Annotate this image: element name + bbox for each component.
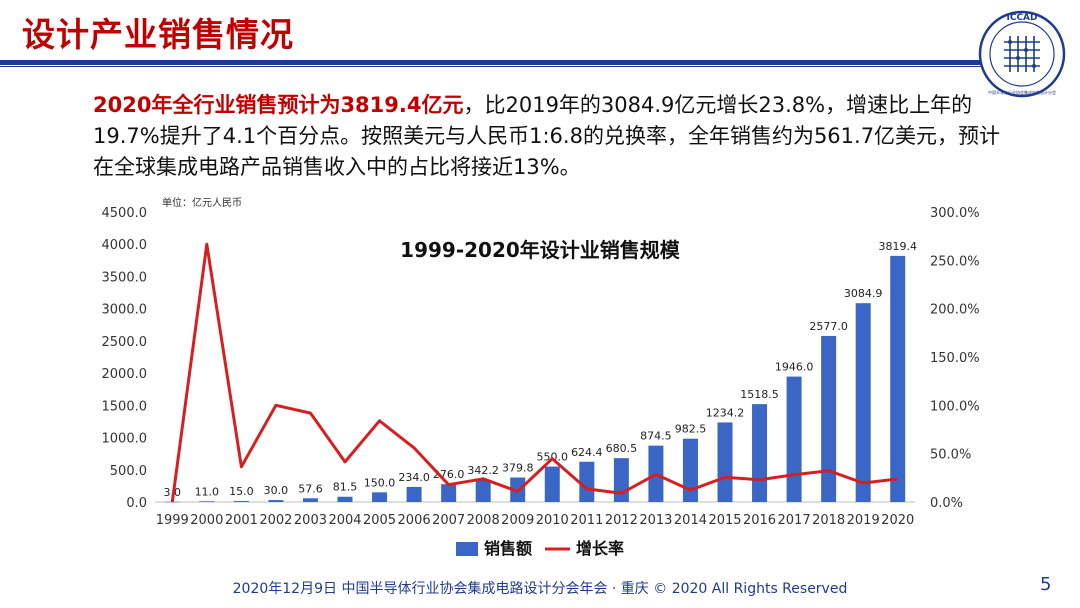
footer-text: 2020年12月9日 中国半导体行业协会集成电路设计分会年会 · 重庆 © 20… — [232, 581, 848, 597]
bar — [302, 498, 318, 502]
x-tick-label: 2017 — [778, 513, 811, 528]
logo-subtext: 中国半导体行业协会集成电路设计分会 — [988, 89, 1056, 95]
page-title: 设计产业销售情况 — [22, 15, 294, 54]
legend-line-label: 增长率 — [576, 539, 624, 558]
y-left-tick-label: 3000.0 — [102, 303, 148, 318]
y-right-tick-label: 250.0% — [930, 254, 980, 269]
bar — [717, 422, 733, 502]
bar — [855, 303, 871, 502]
bar-data-label: 150.0 — [364, 476, 396, 489]
bar-data-label: 1234.2 — [706, 406, 745, 419]
bar — [406, 486, 422, 502]
y-right-tick-label: 0.0% — [930, 496, 963, 511]
bar — [821, 335, 837, 502]
x-tick-label: 2011 — [570, 513, 603, 528]
y-left-tick-label: 4000.0 — [102, 238, 148, 253]
summary-text: ，比2019年的3084.9亿元增长23.8%，增速比上年的19.7%提升了4.… — [93, 93, 1001, 179]
x-tick-label: 2018 — [812, 513, 845, 528]
bar — [544, 466, 560, 502]
y-right-tick-label: 150.0% — [930, 351, 980, 366]
bar-data-label: 1946.0 — [775, 361, 814, 374]
x-tick-label: 2007 — [432, 513, 465, 528]
x-tick-label: 2008 — [467, 513, 500, 528]
growth-rate-line — [170, 242, 898, 503]
chart-title: 1999-2020年设计业销售规模 — [400, 238, 681, 262]
bar-data-label: 680.5 — [606, 442, 638, 455]
bar-data-label: 3819.4 — [878, 240, 917, 253]
bar — [337, 496, 353, 502]
title-underline-thin — [0, 66, 995, 67]
x-tick-label: 2013 — [639, 513, 672, 528]
y-left-tick-label: 1000.0 — [102, 432, 148, 447]
page-number: 5 — [1040, 574, 1052, 595]
x-tick-label: 2004 — [328, 513, 361, 528]
bar-data-label: 550.0 — [537, 451, 569, 464]
bar — [475, 479, 491, 502]
y-left-tick-label: 500.0 — [110, 464, 147, 479]
bar — [441, 484, 457, 502]
bar — [752, 404, 768, 502]
logo-text: ICCAD — [1007, 13, 1038, 23]
bar-data-label: 1518.5 — [740, 388, 779, 401]
title-underline — [0, 60, 995, 65]
x-tick-label: 1999 — [156, 513, 189, 528]
x-tick-label: 2010 — [536, 513, 569, 528]
y-left-tick-label: 3500.0 — [102, 270, 148, 285]
bar-data-label: 342.2 — [467, 464, 499, 477]
bar-data-label: 15.0 — [229, 485, 254, 498]
x-tick-label: 2009 — [501, 513, 534, 528]
x-tick-label: 2016 — [743, 513, 776, 528]
iccad-logo-icon: ICCAD 中国半导体行业协会集成电路设计分会 — [978, 10, 1066, 98]
bar — [268, 500, 284, 502]
bar — [890, 255, 906, 502]
y-right-tick-label: 300.0% — [930, 206, 980, 221]
y-left-tick-label: 2000.0 — [102, 367, 148, 382]
x-tick-label: 2012 — [605, 513, 638, 528]
x-tick-label: 2002 — [259, 513, 292, 528]
x-tick-label: 2006 — [398, 513, 431, 528]
x-tick-label: 2019 — [847, 513, 880, 528]
bar-data-label: 982.5 — [675, 423, 707, 436]
y-right-tick-label: 100.0% — [930, 399, 980, 414]
bar-data-label: 2577.0 — [809, 320, 848, 333]
x-tick-label: 2005 — [363, 513, 396, 528]
x-tick-label: 2003 — [294, 513, 327, 528]
x-tick-label: 2000 — [190, 513, 223, 528]
y-left-tick-label: 4500.0 — [102, 206, 148, 221]
legend-bar-swatch — [456, 542, 478, 556]
y-right-tick-label: 200.0% — [930, 303, 980, 318]
summary-highlight: 2020年全行业销售预计为3819.4亿元 — [93, 93, 464, 117]
y-right-tick-label: 50.0% — [930, 448, 971, 463]
bar — [233, 501, 249, 502]
summary-paragraph: 2020年全行业销售预计为3819.4亿元，比2019年的3084.9亿元增长2… — [93, 90, 1013, 183]
x-tick-label: 2001 — [225, 513, 258, 528]
bar — [786, 376, 802, 502]
unit-label: 单位：亿元人民币 — [162, 196, 242, 209]
bar — [199, 501, 215, 502]
x-tick-label: 2014 — [674, 513, 707, 528]
y-left-tick-label: 0.0 — [126, 496, 147, 511]
bar-data-label: 234.0 — [398, 471, 430, 484]
bar — [682, 438, 698, 502]
y-left-tick-label: 2500.0 — [102, 335, 148, 350]
bar — [579, 461, 595, 502]
x-tick-label: 2020 — [881, 513, 914, 528]
bar-data-label: 624.4 — [571, 446, 603, 459]
bar — [164, 501, 180, 503]
bar-data-label: 81.5 — [333, 481, 358, 494]
sales-chart: 0.0 500.0 1000.0 1500.0 2000.0 2500.0 3000.0 35… — [102, 196, 980, 558]
y-left-tick-label: 1500.0 — [102, 399, 148, 414]
bar-data-label: 30.0 — [264, 484, 289, 497]
bar-data-label: 379.8 — [502, 462, 534, 475]
bar — [372, 492, 388, 502]
bar-data-label: 11.0 — [195, 485, 220, 498]
bar-data-label: 3084.9 — [844, 287, 883, 300]
bar-data-label: 874.5 — [640, 430, 672, 443]
x-tick-label: 2015 — [708, 513, 741, 528]
legend-bar-label: 销售额 — [484, 539, 532, 558]
bar — [613, 458, 629, 502]
bar-data-label: 57.6 — [298, 482, 323, 495]
